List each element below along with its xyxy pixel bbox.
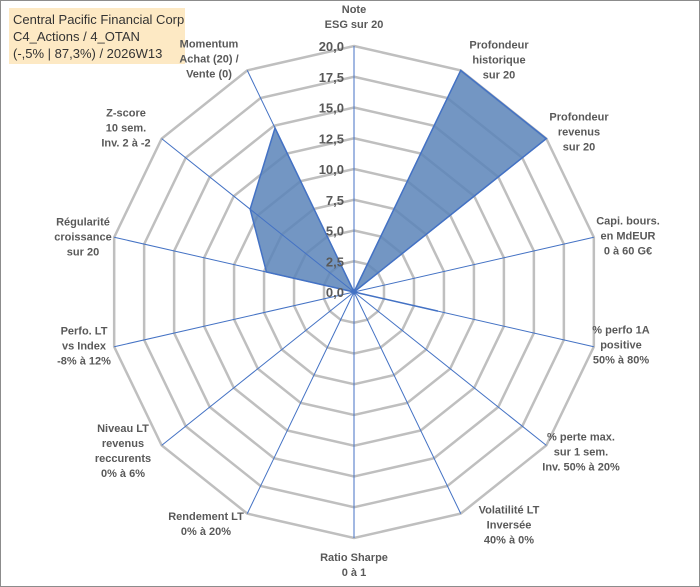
category-label-line: en MdEUR <box>600 230 656 243</box>
category-label-line: Régularité <box>56 216 110 229</box>
category-label-line: Note <box>341 4 367 16</box>
category-label-line: 40% à 0% <box>483 534 535 547</box>
category-label-line: Inv. 2 à -2 <box>101 137 151 150</box>
title-line-stats: (-,5% | 87,3%) / 2026W13 <box>13 46 163 61</box>
category-label-line: 0% à 20% <box>180 526 232 538</box>
axis-spoke <box>161 138 355 293</box>
category-label-line: revenus <box>101 438 145 450</box>
tick-label: 2,5 <box>326 254 344 269</box>
tick-label: 7,5 <box>326 193 344 208</box>
category-label-line: historique <box>472 54 526 67</box>
category-label: Note ESG sur 20 <box>325 3 384 33</box>
category-label-line: -8% à 12% <box>57 355 111 368</box>
axis-spoke <box>353 236 594 293</box>
category-label-line: Inv. 50% à 20% <box>542 461 620 474</box>
tick-label: 10,0 <box>319 162 344 177</box>
category-label-line: ESG sur 20 <box>324 19 384 31</box>
category-label-line: 0 à 1 <box>341 567 367 579</box>
category-label-line: Volatilité LT <box>478 504 540 517</box>
tick-label: 0,0 <box>326 285 344 300</box>
category-label: Momentum Achat (20) / Vente (0) <box>179 38 238 83</box>
category-label-line: Inversée <box>486 519 532 532</box>
axis-spoke <box>353 291 547 446</box>
category-label-line: 0% à 6% <box>100 468 146 480</box>
category-label-line: % perfo 1A <box>592 324 650 337</box>
category-label: % perte max. sur 1 sem. Inv. 50% à 20% <box>542 431 619 476</box>
category-label-line: sur 20 <box>562 141 596 154</box>
category-label-line: sur 20 <box>482 69 516 82</box>
category-label-line: 50% à 80% <box>592 354 650 367</box>
series-area <box>249 69 548 312</box>
category-label-line: Momentum <box>179 38 239 51</box>
category-label: Ratio Sharpe 0 à 1 <box>320 551 388 581</box>
category-label-line: 0 à 60 G€ <box>603 245 653 258</box>
category-label-line: sur 1 sem. <box>553 446 609 459</box>
axis-spoke <box>246 70 355 293</box>
category-label: Rendement LT 0% à 20% <box>168 510 244 540</box>
category-label-line: 10 sem. <box>105 122 147 135</box>
tick-label: 15,0 <box>319 101 344 116</box>
title-line-category: C4_Actions / 4_OTAN <box>13 29 140 44</box>
category-label-line: Achat (20) / <box>179 53 239 66</box>
tick-label: 5,0 <box>326 224 344 239</box>
category-label: Perfo. LT vs Index -8% à 12% <box>57 325 111 370</box>
category-label-line: Niveau LT <box>97 423 149 435</box>
axis-spoke <box>353 70 462 293</box>
chart-title-box: Central Pacific Financial Corp C4_Action… <box>9 8 185 64</box>
category-label: Z-score 10 sem. Inv. 2 à -2 <box>101 107 150 152</box>
axis-spoke <box>353 291 594 348</box>
title-line-company: Central Pacific Financial Corp <box>13 12 185 27</box>
category-label-line: Ratio Sharpe <box>320 552 388 564</box>
category-label: Volatilité LT Inversée 40% à 0% <box>479 504 540 549</box>
tick-label: 17,5 <box>319 70 344 85</box>
axis-spoke <box>353 291 462 514</box>
category-label: Niveau LT revenus reccurents 0% à 6% <box>95 422 151 482</box>
category-label-line: croissance <box>54 231 112 244</box>
axis-spoke <box>353 138 547 293</box>
category-label-line: revenus <box>557 126 601 139</box>
category-label: % perfo 1A positive 50% à 80% <box>592 324 649 369</box>
category-label: Profondeur historique sur 20 <box>469 39 528 84</box>
tick-label: 20,0 <box>319 39 344 54</box>
category-label-line: positive <box>600 339 642 352</box>
category-label-line: Rendement LT <box>168 511 244 523</box>
category-label-line: sur 20 <box>66 246 100 259</box>
category-label-line: Vente (0) <box>186 68 232 81</box>
tick-label: 12,5 <box>319 131 344 146</box>
axis-spoke <box>114 291 355 348</box>
category-label-line: Profondeur <box>469 39 529 52</box>
category-label-line: Perfo. LT <box>60 325 108 338</box>
category-label-line: % perte max. <box>547 431 615 444</box>
category-label-line: reccurents <box>94 453 152 465</box>
category-label: Capi. bours. en MdEUR 0 à 60 G€ <box>596 215 660 260</box>
category-label: Régularité croissance sur 20 <box>54 216 111 261</box>
axis-spoke <box>114 236 355 293</box>
category-label-line: vs Index <box>61 340 107 353</box>
axis-spoke <box>161 291 355 446</box>
category-label-line: Capi. bours. <box>596 215 660 228</box>
category-label: Profondeur revenus sur 20 <box>549 111 608 156</box>
category-label-line: Z-score <box>106 107 146 120</box>
axis-spoke <box>246 291 355 514</box>
category-label-line: Profondeur <box>549 111 609 124</box>
